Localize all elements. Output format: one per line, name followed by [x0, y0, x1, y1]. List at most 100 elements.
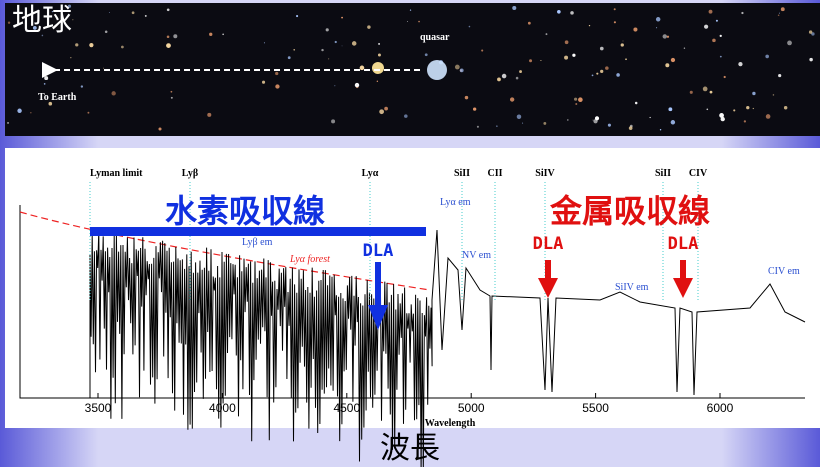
star — [540, 60, 541, 61]
x-axis-label: Wavelength — [425, 418, 476, 429]
star — [296, 15, 298, 17]
star — [616, 73, 620, 77]
star — [574, 98, 577, 101]
star — [460, 68, 464, 72]
star — [497, 78, 501, 82]
line-label: Lyα — [362, 168, 379, 179]
line-label: Lyβ — [182, 168, 198, 179]
star — [567, 119, 568, 120]
star — [477, 126, 479, 128]
star — [469, 26, 471, 28]
forest-label: Lyα forest — [289, 254, 330, 265]
star — [331, 119, 335, 123]
emission-label: NV em — [462, 250, 491, 261]
star — [379, 109, 384, 114]
line-label: SiIV — [535, 168, 555, 179]
star — [288, 56, 291, 59]
star — [72, 19, 73, 20]
star — [633, 28, 637, 32]
star — [600, 47, 604, 51]
slide: 地球 quasar To Earth Lyman limitLyβLyαSiII… — [0, 0, 820, 467]
star — [262, 81, 265, 84]
star — [109, 12, 110, 13]
star — [519, 70, 522, 73]
x-tick-label: 6000 — [707, 401, 734, 415]
star — [546, 33, 548, 35]
star — [75, 43, 78, 46]
star — [293, 49, 295, 51]
star — [593, 119, 597, 123]
star — [710, 91, 713, 94]
star — [600, 70, 603, 73]
star — [733, 109, 735, 111]
star — [384, 107, 388, 111]
star — [744, 120, 746, 122]
star — [17, 109, 21, 113]
star — [614, 21, 616, 23]
star — [335, 41, 337, 43]
star — [377, 81, 378, 82]
star — [105, 30, 108, 33]
star — [70, 57, 71, 58]
star — [352, 41, 357, 46]
star — [89, 43, 93, 47]
star — [326, 28, 329, 31]
star — [625, 58, 627, 60]
dla-label: DLA — [533, 234, 564, 254]
star — [720, 35, 722, 37]
star — [629, 126, 633, 130]
star — [809, 58, 812, 61]
x-tick-label: 3500 — [85, 401, 112, 415]
star — [512, 6, 516, 10]
star — [753, 108, 754, 109]
star — [517, 115, 521, 119]
star — [465, 96, 468, 99]
star — [167, 8, 170, 11]
star — [720, 56, 722, 58]
star — [663, 34, 667, 38]
star — [712, 39, 716, 43]
star — [623, 41, 624, 42]
star — [765, 55, 769, 59]
star — [668, 107, 672, 111]
star — [656, 27, 657, 28]
star — [355, 83, 359, 87]
star — [660, 129, 661, 130]
x-tick-label: 5500 — [582, 401, 609, 415]
star — [81, 85, 83, 87]
star — [665, 63, 669, 67]
star — [704, 25, 708, 29]
star — [589, 25, 590, 26]
star — [522, 123, 523, 124]
star — [614, 8, 616, 10]
star — [473, 107, 476, 110]
x-tick-label: 4500 — [333, 401, 360, 415]
star — [741, 12, 743, 14]
star — [502, 74, 507, 79]
star — [565, 40, 569, 44]
star — [7, 122, 9, 124]
star — [671, 120, 675, 124]
star — [111, 91, 115, 95]
star — [809, 30, 812, 33]
emission-label: Lyα em — [440, 197, 471, 208]
star — [557, 10, 561, 14]
star — [650, 117, 651, 118]
star — [578, 97, 583, 102]
star — [773, 94, 775, 96]
star — [121, 46, 124, 49]
line-label: Lyman limit — [90, 168, 143, 179]
star — [575, 103, 577, 105]
star — [592, 75, 594, 77]
star — [703, 87, 708, 92]
hydrogen-label: 水素吸収線 — [165, 192, 325, 230]
star — [746, 106, 749, 109]
emission-label: SiIV em — [615, 282, 649, 293]
star — [564, 56, 568, 60]
star — [209, 33, 212, 36]
star — [275, 84, 279, 88]
star — [167, 35, 170, 38]
earth-label: 地球 — [12, 3, 72, 38]
star — [87, 112, 89, 114]
star — [781, 7, 785, 11]
